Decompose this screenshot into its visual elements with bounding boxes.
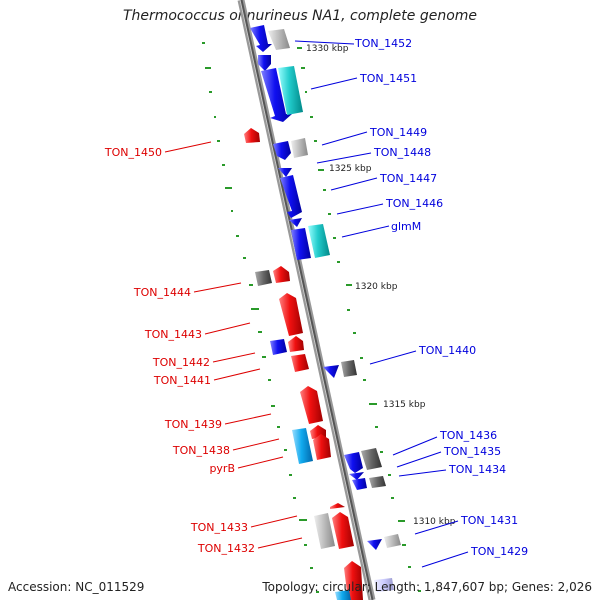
gene-TON_1442a[interactable] — [270, 339, 287, 355]
gene-TON_1443[interactable] — [279, 293, 303, 336]
label-TON_1438[interactable]: TON_1438 — [172, 444, 230, 457]
label-TON_1439[interactable]: TON_1439 — [164, 418, 222, 431]
gene-TON_1447[interactable] — [278, 168, 292, 177]
gene-TON_1444[interactable] — [273, 266, 290, 283]
gene-bottom-sky[interactable] — [335, 590, 351, 600]
gene-glmM[interactable] — [291, 228, 311, 260]
gene-TON_1429[interactable] — [374, 578, 394, 592]
label-TON_1449[interactable]: TON_1449 — [369, 126, 427, 139]
label-TON_1440[interactable]: TON_1440 — [418, 344, 476, 357]
reverse-leaders — [164, 141, 303, 549]
gene-TON_1439[interactable] — [300, 386, 323, 424]
label-TON_1452[interactable]: TON_1452 — [354, 37, 412, 50]
scale-marks: 1330 kbp 1325 kbp 1320 kbp 1315 kbp 1310… — [306, 44, 456, 527]
map-title: Thermococcus onnurineus NA1, complete ge… — [122, 8, 478, 24]
scale-mark-1330: 1330 kbp — [306, 44, 349, 54]
label-TON_1450[interactable]: TON_1450 — [104, 146, 162, 159]
label-TON_1433[interactable]: TON_1433 — [190, 521, 248, 534]
label-TON_1441[interactable]: TON_1441 — [153, 374, 211, 387]
gene-TON_1446[interactable] — [280, 175, 302, 218]
label-TON_1444[interactable]: TON_1444 — [133, 286, 191, 299]
gene-TON_1452[interactable] — [250, 25, 272, 52]
gene-TON_1451a[interactable] — [258, 55, 271, 71]
label-TON_1446[interactable]: TON_1446 — [385, 197, 443, 210]
label-pyrB[interactable]: pyrB — [209, 462, 235, 475]
label-TON_1431[interactable]: TON_1431 — [460, 514, 518, 527]
gc-marks — [202, 42, 421, 593]
label-TON_1429[interactable]: TON_1429 — [470, 545, 528, 558]
gene-TON_1433b[interactable] — [314, 513, 335, 549]
gene-TON_1436[interactable] — [344, 452, 363, 473]
gene-TON_1438[interactable] — [292, 428, 313, 464]
gene-TON_1434[interactable] — [352, 478, 367, 490]
accession-text: Accession: NC_011529 — [8, 580, 145, 594]
label-TON_1436[interactable]: TON_1436 — [439, 429, 497, 442]
forward-leaders — [294, 40, 469, 568]
gene-glmM-c[interactable] — [308, 224, 330, 258]
reverse-genes — [244, 128, 363, 600]
topology-text: Topology: circular; Length: 1,847,607 bp… — [262, 580, 592, 594]
gene-TON_1444a[interactable] — [255, 270, 272, 286]
gene-TON_1433[interactable] — [330, 503, 345, 509]
label-TON_1434[interactable]: TON_1434 — [448, 463, 506, 476]
label-glmM[interactable]: glmM — [391, 220, 421, 233]
gene-TON_1452b[interactable] — [268, 29, 290, 50]
gene-TON_1448[interactable] — [291, 138, 308, 158]
gene-TON_1440b[interactable] — [341, 360, 357, 377]
gene-TON_1442[interactable] — [288, 336, 304, 352]
gene-TON_1449[interactable] — [273, 141, 291, 160]
reverse-labels: TON_1450 TON_1444 TON_1443 TON_1442 TON_… — [104, 146, 255, 555]
gene-TON_1451[interactable] — [261, 68, 292, 122]
gene-TON_1440[interactable] — [323, 365, 339, 378]
gene-glmM-a[interactable] — [289, 218, 302, 227]
genome-backbone — [237, 0, 376, 600]
label-TON_1443[interactable]: TON_1443 — [144, 328, 202, 341]
scale-mark-1320: 1320 kbp — [355, 282, 398, 292]
label-TON_1448[interactable]: TON_1448 — [373, 146, 431, 159]
label-TON_1432[interactable]: TON_1432 — [197, 542, 255, 555]
gene-TON_1432[interactable] — [332, 512, 354, 549]
forward-genes — [250, 25, 401, 592]
label-TON_1435[interactable]: TON_1435 — [443, 445, 501, 458]
scale-mark-1315: 1315 kbp — [383, 400, 426, 410]
gene-TON_1450[interactable] — [244, 128, 260, 143]
gene-TON_1431[interactable] — [367, 539, 382, 550]
gene-TON_1436b[interactable] — [361, 448, 382, 470]
gene-TON_1435[interactable] — [349, 472, 364, 480]
gene-TON_1431b[interactable] — [384, 534, 401, 548]
forward-labels: TON_1452 TON_1451 TON_1449 TON_1448 TON_… — [354, 37, 528, 558]
label-TON_1442[interactable]: TON_1442 — [152, 356, 210, 369]
gene-pyrB[interactable] — [313, 434, 331, 460]
gene-TON_1434b[interactable] — [369, 476, 386, 488]
label-TON_1447[interactable]: TON_1447 — [379, 172, 437, 185]
gene-TON_1441[interactable] — [291, 354, 309, 372]
scale-mark-1310: 1310 kbp — [413, 517, 456, 527]
label-TON_1451[interactable]: TON_1451 — [359, 72, 417, 85]
gene-TON_1451c[interactable] — [278, 66, 303, 115]
scale-mark-1325: 1325 kbp — [329, 164, 372, 174]
